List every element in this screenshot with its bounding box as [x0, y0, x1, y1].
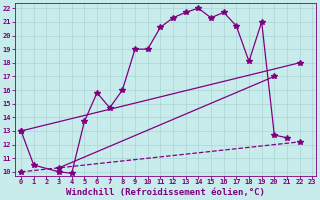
X-axis label: Windchill (Refroidissement éolien,°C): Windchill (Refroidissement éolien,°C) [66, 188, 265, 197]
